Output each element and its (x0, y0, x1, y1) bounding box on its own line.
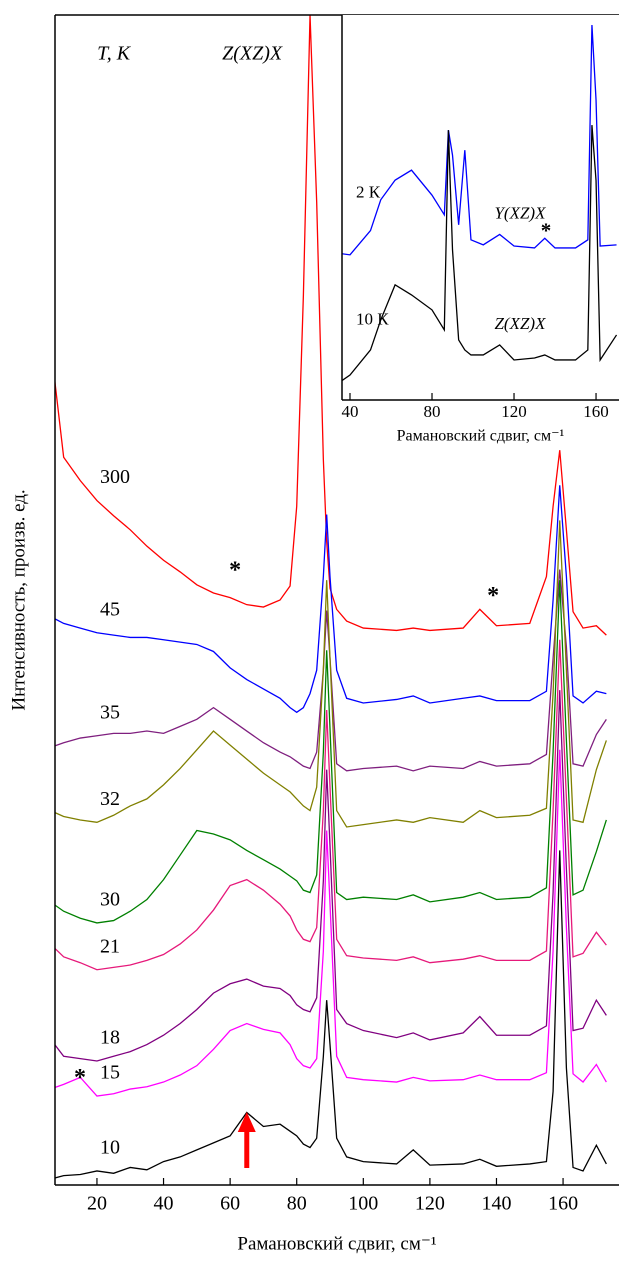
spectrum-line (55, 850, 607, 1179)
spectrum-line (342, 24, 617, 256)
x-tick-label: 160 (583, 402, 609, 421)
asterisk-annotation: * (541, 219, 552, 243)
spectrum-line (55, 749, 607, 1097)
series-label: 18 (100, 1027, 120, 1049)
series-group (55, 14, 607, 1179)
annotation: Y(XZ)X (494, 204, 546, 223)
x-tick-label: 80 (287, 1193, 307, 1215)
inset: 2 К 10 К 40 80 120 160 Рамановский сдвиг, см⁻¹… (341, 15, 619, 445)
x-tick-label: 120 (415, 1193, 445, 1215)
spectrum-line (55, 520, 607, 828)
spectrum-line (342, 125, 618, 382)
series-label: 45 (100, 598, 120, 620)
annotation: T, К (97, 42, 132, 64)
x-tick-label: 160 (548, 1193, 578, 1215)
x-tick-label: 40 (341, 402, 358, 421)
annotation: Z(XZ)X (222, 42, 283, 64)
spectrum-line (55, 639, 607, 971)
x-tick-label: 40 (154, 1193, 174, 1215)
series-label: 2 К (356, 183, 381, 202)
inset-background (342, 15, 619, 400)
series-label: 21 (100, 935, 120, 957)
x-axis-label: Рамановский сдвиг, см⁻¹ (397, 428, 565, 445)
spectrum-line (55, 580, 607, 924)
series-label: 10 (100, 1137, 120, 1159)
x-tick-label: 100 (348, 1193, 378, 1215)
series-label: 300 (100, 466, 130, 488)
annotation: Z(XZ)X (494, 314, 546, 333)
x-tick-label: 120 (501, 402, 527, 421)
spectrum-line (55, 690, 607, 1062)
series-label: 10 К (356, 310, 389, 329)
series-label: 30 (100, 889, 120, 911)
arrow-head (237, 1112, 256, 1132)
x-axis-label: Рамановский сдвиг, см⁻¹ (237, 1233, 436, 1254)
series-group (342, 24, 618, 382)
asterisk-annotation: * (74, 1065, 86, 1091)
series-label: 35 (100, 701, 120, 723)
spectrum-line (55, 14, 607, 636)
y-axis-label: Интенсивность, произв. ед. (8, 489, 29, 710)
x-tick-label: 80 (424, 402, 441, 421)
x-tick-label: 60 (220, 1193, 240, 1215)
series-label: 32 (100, 788, 120, 810)
series-label: 15 (100, 1062, 120, 1084)
x-tick-label: 20 (87, 1193, 107, 1215)
main-plot: 300 45 35 32 30 21 18 15 10 20 40 60 80 100 120 140 160 Р… (54, 14, 619, 1254)
spectrum-line (55, 485, 607, 714)
x-tick-label: 140 (481, 1193, 511, 1215)
asterisk-annotation: * (229, 557, 241, 583)
asterisk-annotation: * (487, 583, 499, 609)
